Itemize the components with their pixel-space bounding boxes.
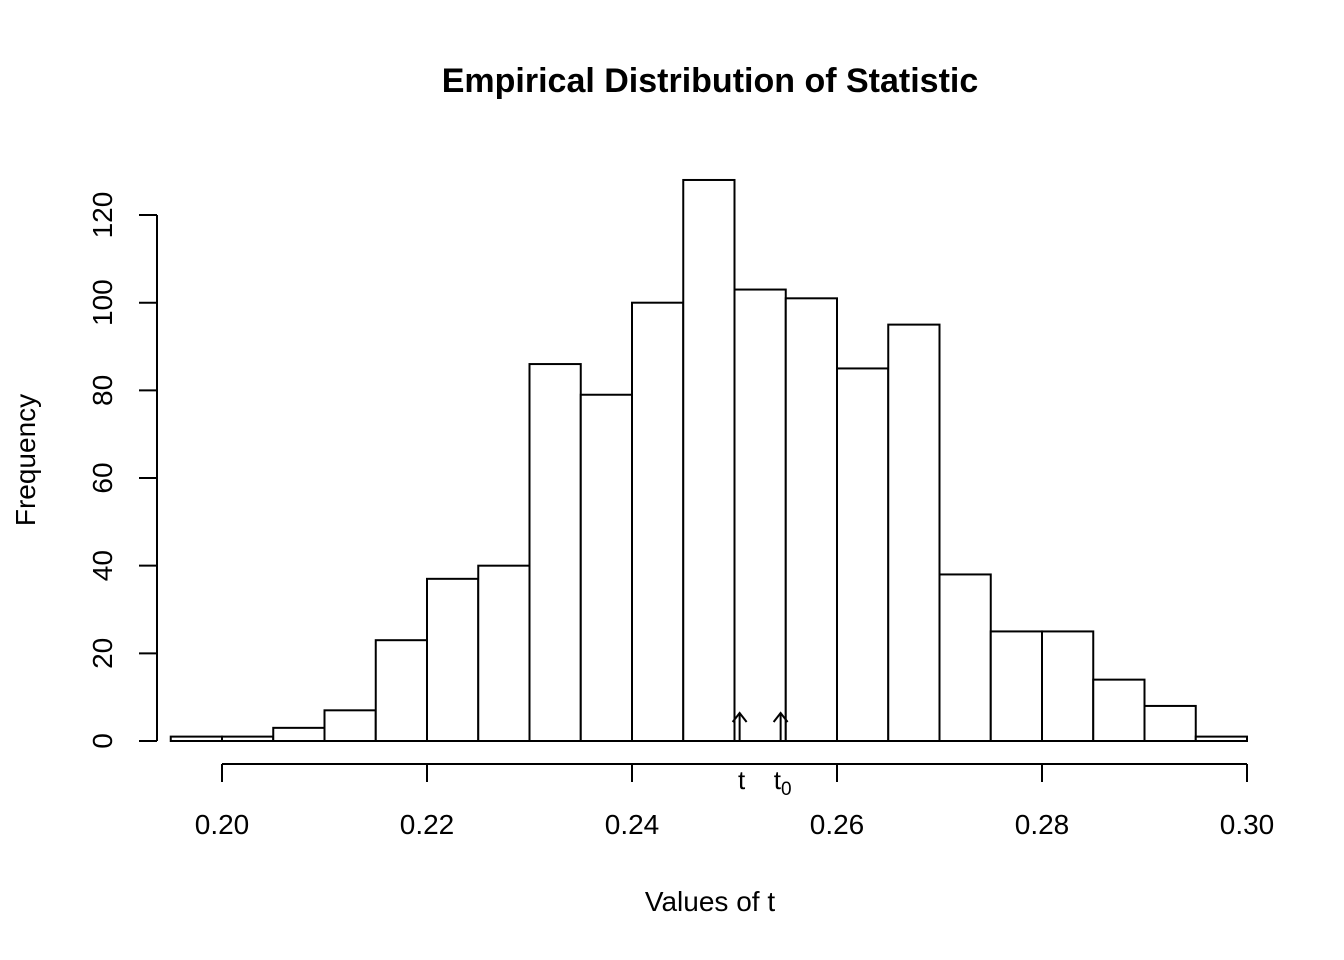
- histogram-bar: [1194, 735, 1248, 743]
- x-tick-label: 0.26: [810, 809, 865, 840]
- y-tick-label: 120: [87, 192, 118, 239]
- histogram-bar: [579, 393, 633, 742]
- histogram-bar: [374, 639, 428, 742]
- histogram-bar: [784, 297, 838, 742]
- histogram-bar: [836, 367, 890, 742]
- y-tick-label: 60: [87, 462, 118, 493]
- histogram-bar: [169, 735, 223, 743]
- x-axis: 0.20 0.22 0.24 0.26 0.28 0.30: [195, 763, 1275, 840]
- histogram-bar: [682, 178, 736, 742]
- marker-arrowhead: [731, 711, 748, 723]
- y-tick-label: 20: [87, 638, 118, 669]
- y-tick-label: 40: [87, 550, 118, 581]
- histogram-bar: [1143, 704, 1197, 742]
- y-tick-label: 100: [87, 279, 118, 326]
- histogram-bar: [272, 726, 326, 743]
- histogram-bar: [477, 564, 531, 742]
- y-axis-label: Frequency: [10, 394, 41, 526]
- histogram-bar: [221, 735, 275, 743]
- histogram-bar: [733, 288, 787, 742]
- histogram-bar: [528, 363, 582, 742]
- y-axis: 0 20 40 60 80 100 120: [87, 192, 158, 749]
- histogram-bars: [169, 178, 1248, 743]
- x-tick-label: 0.28: [1015, 809, 1070, 840]
- x-tick-label: 0.30: [1220, 809, 1275, 840]
- histogram-bar: [1092, 678, 1146, 742]
- marker-label: t: [738, 765, 746, 795]
- histogram-bar: [323, 709, 377, 742]
- y-tick-label: 80: [87, 375, 118, 406]
- y-tick-label: 0: [87, 733, 118, 749]
- x-axis-label: Values of t: [645, 886, 775, 917]
- marker-arrowhead: [772, 711, 789, 723]
- x-tick-label: 0.22: [400, 809, 455, 840]
- x-tick-label: 0.24: [605, 809, 660, 840]
- histogram-bar: [631, 301, 685, 742]
- marker-label: t0: [774, 765, 792, 800]
- histogram-bar: [989, 630, 1043, 742]
- histogram-bar: [1041, 630, 1095, 742]
- chart-title: Empirical Distribution of Statistic: [442, 62, 979, 100]
- histogram-bar: [938, 573, 992, 742]
- histogram-bar: [887, 323, 941, 742]
- x-tick-label: 0.20: [195, 809, 250, 840]
- histogram-bar: [426, 577, 480, 742]
